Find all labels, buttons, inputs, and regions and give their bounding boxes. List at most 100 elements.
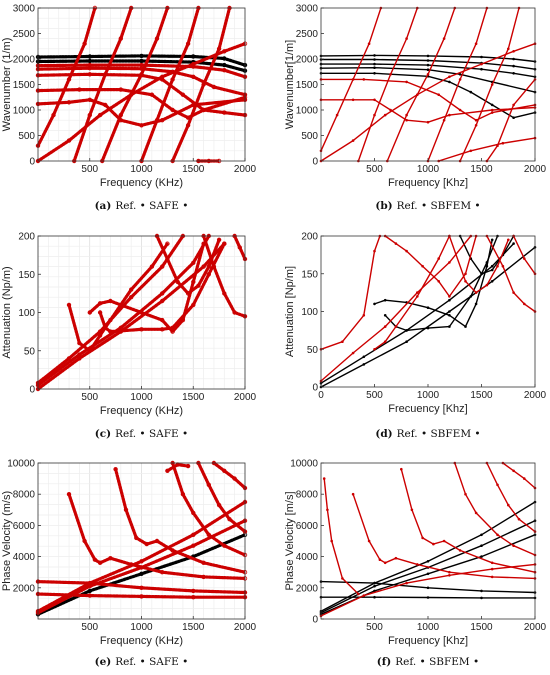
data-point — [373, 584, 376, 588]
y-tick-label: 8000 — [296, 490, 319, 501]
data-point — [185, 123, 191, 128]
data-point — [512, 72, 515, 75]
data-point — [474, 118, 478, 122]
y-tick-label: 0 — [29, 385, 35, 396]
data-point — [216, 502, 222, 508]
data-point — [175, 279, 180, 285]
data-point — [92, 557, 98, 562]
data-point — [97, 310, 103, 315]
data-point — [201, 574, 206, 580]
data-point — [362, 313, 366, 317]
data-point — [206, 272, 211, 277]
x-tick-label: 1000 — [417, 622, 440, 633]
series-line-9 — [165, 463, 190, 473]
data-point — [426, 326, 430, 330]
data-point — [159, 298, 165, 304]
data-point — [128, 287, 134, 292]
chart-panel-b: 500 1000 1500 2000 0 500 1000 1500 2000 2500 3000 F… — [284, 4, 547, 213]
y-tick-label: 3000 — [13, 4, 36, 15]
data-point — [196, 283, 201, 288]
y-tick-label: 0 — [312, 615, 318, 626]
data-point — [512, 64, 515, 68]
data-point — [512, 291, 515, 294]
data-point — [383, 561, 387, 565]
data-point — [485, 264, 489, 268]
series-line-7 — [36, 42, 247, 163]
data-point — [448, 75, 451, 79]
data-point — [159, 317, 165, 323]
data-point — [437, 257, 441, 260]
series-line-8 — [454, 462, 536, 556]
data-point — [458, 73, 462, 76]
data-point — [373, 581, 376, 585]
data-point — [87, 310, 92, 315]
data-point — [191, 74, 196, 79]
data-point — [426, 68, 430, 71]
data-point — [128, 295, 134, 300]
series-1 — [319, 58, 537, 71]
data-point — [501, 141, 505, 145]
series-6 — [154, 233, 222, 296]
data-point — [405, 581, 408, 585]
data-point — [394, 242, 398, 245]
x-tick-label: 500 — [81, 392, 98, 403]
data-point — [185, 41, 191, 46]
data-point — [87, 65, 92, 71]
data-point — [118, 87, 123, 92]
panel-caption: (e) Ref. • SAFE • — [95, 656, 189, 668]
data-point — [426, 59, 430, 62]
data-point — [341, 340, 344, 344]
series-line-8 — [36, 6, 97, 148]
x-tick-label: 1000 — [130, 622, 153, 633]
data-point — [201, 264, 206, 269]
series-line-1 — [320, 58, 536, 70]
data-point — [373, 58, 376, 61]
data-point — [373, 54, 376, 57]
series-10 — [485, 234, 537, 313]
data-point — [66, 302, 72, 308]
series-10 — [322, 477, 360, 596]
data-point — [227, 517, 232, 522]
data-point — [87, 72, 92, 77]
data-point — [415, 291, 419, 294]
data-point — [139, 327, 144, 332]
y-tick-label: 2000 — [13, 583, 36, 594]
data-point — [341, 577, 344, 580]
data-point — [394, 556, 398, 560]
data-point — [490, 279, 494, 283]
data-point — [501, 264, 505, 268]
data-point — [458, 78, 462, 81]
series-line-5 — [320, 78, 536, 121]
x-tick-label: 500 — [366, 622, 383, 633]
x-axis-label: Frequency (KHz) — [100, 177, 183, 189]
data-point — [149, 92, 155, 97]
series-6 — [319, 98, 537, 124]
data-point — [87, 588, 92, 594]
caption-label: (e) — [95, 656, 112, 668]
data-point — [405, 113, 408, 117]
data-point — [191, 279, 196, 285]
series-line-0 — [36, 533, 247, 616]
x-tick-label: 2000 — [524, 390, 547, 401]
data-point — [139, 594, 144, 599]
data-point — [87, 580, 92, 586]
series-6 — [113, 467, 248, 575]
data-point — [159, 570, 165, 575]
data-point — [191, 61, 196, 67]
x-tick-label: 2000 — [524, 622, 547, 633]
data-point — [373, 62, 376, 66]
data-point — [512, 103, 515, 107]
y-tick-label: 0 — [312, 157, 318, 168]
data-point — [103, 72, 108, 77]
data-point — [185, 463, 191, 469]
series-line-1 — [36, 59, 247, 73]
data-point — [512, 49, 515, 53]
panel-caption: (b) Ref. • SBFEM • — [375, 200, 480, 212]
series-5 — [319, 78, 537, 122]
series-line-2 — [36, 500, 247, 613]
data-point — [480, 589, 483, 593]
data-point — [373, 595, 376, 599]
y-tick-label: 0 — [29, 157, 35, 168]
y-axis-label: Attenuation [Np/m] — [284, 266, 296, 357]
